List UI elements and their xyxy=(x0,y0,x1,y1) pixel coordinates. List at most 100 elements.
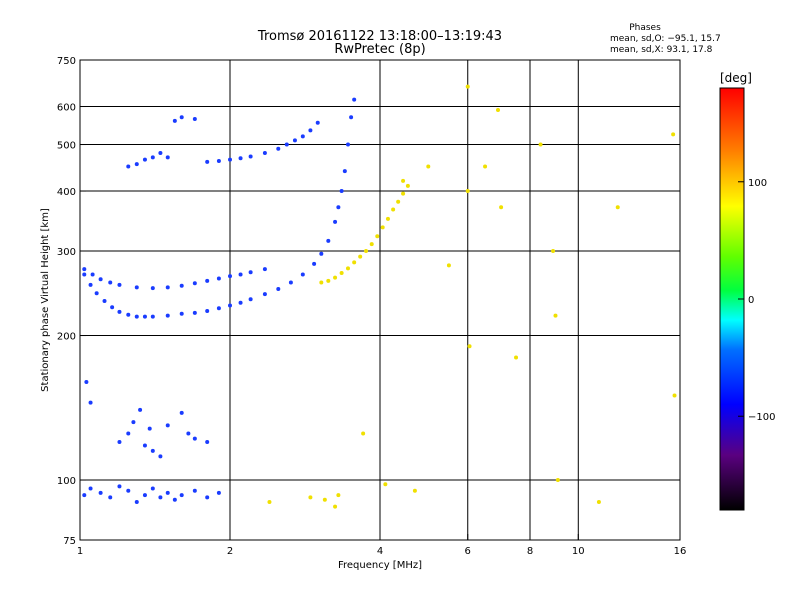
data-point xyxy=(228,274,232,279)
colorbar-tick-label: 100 xyxy=(748,178,767,189)
data-point xyxy=(165,285,170,290)
data-point xyxy=(412,488,417,493)
data-point xyxy=(117,309,122,314)
data-point xyxy=(102,299,107,304)
data-point xyxy=(300,272,305,277)
y-tick-label: 200 xyxy=(57,332,76,343)
data-point xyxy=(380,225,385,230)
data-point xyxy=(426,164,431,169)
phases-x-stats: mean, sd,X: 93.1, 17.8 xyxy=(610,45,713,55)
data-point xyxy=(248,270,253,275)
data-point xyxy=(446,263,451,268)
data-point xyxy=(150,155,155,160)
data-point xyxy=(467,344,472,349)
data-point xyxy=(228,157,232,162)
phases-o-stats: mean, sd,O: −95.1, 15.7 xyxy=(610,34,721,44)
data-point xyxy=(267,499,272,504)
data-point xyxy=(312,261,317,266)
data-point xyxy=(238,272,243,277)
data-point xyxy=(383,482,388,487)
data-point xyxy=(165,490,170,495)
data-point xyxy=(465,189,470,194)
y-tick-label: 100 xyxy=(57,476,76,487)
data-point xyxy=(339,270,344,275)
data-point xyxy=(615,205,620,210)
x-axis-ticks: 1 2 4 6 8 10 16 xyxy=(77,534,686,557)
data-point xyxy=(391,207,396,212)
data-point xyxy=(216,159,221,164)
data-point xyxy=(158,454,163,459)
data-point xyxy=(172,118,177,123)
data-point xyxy=(345,142,350,147)
data-point xyxy=(126,488,131,493)
data-point xyxy=(333,504,338,509)
colorbar-tick-label: 0 xyxy=(748,295,754,306)
data-point xyxy=(396,199,401,204)
data-point xyxy=(405,183,410,188)
data-point xyxy=(205,440,210,445)
data-point xyxy=(88,486,93,491)
data-point xyxy=(483,164,488,169)
data-point xyxy=(292,138,297,143)
data-point xyxy=(192,310,197,315)
data-point xyxy=(671,132,676,137)
data-point xyxy=(179,410,184,415)
data-point xyxy=(333,275,338,280)
data-point xyxy=(228,303,232,308)
x-tick-label: 8 xyxy=(527,546,533,557)
data-point xyxy=(248,297,253,302)
y-tick-label: 300 xyxy=(57,247,76,258)
data-point xyxy=(248,154,253,159)
y-tick-label: 750 xyxy=(57,56,76,67)
data-point xyxy=(364,249,369,254)
data-point xyxy=(538,142,543,147)
data-point xyxy=(300,134,305,139)
data-point xyxy=(126,312,131,317)
data-point xyxy=(117,440,122,445)
chart-title: Tromsø 20161122 13:18:00–13:19:43 xyxy=(257,29,502,44)
data-point xyxy=(134,285,139,290)
data-point xyxy=(319,251,324,256)
data-point xyxy=(134,499,139,504)
y-tick-label: 600 xyxy=(57,103,76,114)
data-point xyxy=(553,313,558,318)
data-point xyxy=(192,281,197,286)
data-points xyxy=(82,84,677,509)
data-point xyxy=(108,495,113,500)
data-point xyxy=(514,355,519,360)
data-point xyxy=(179,311,184,316)
colorbar-tick-label: −100 xyxy=(748,412,775,423)
data-point xyxy=(308,495,313,500)
data-point xyxy=(126,431,131,436)
data-point xyxy=(342,169,347,174)
data-point xyxy=(192,117,197,122)
data-point xyxy=(336,205,341,210)
data-point xyxy=(216,306,221,311)
data-point xyxy=(98,277,103,282)
grid-lines xyxy=(80,60,680,540)
y-tick-label: 500 xyxy=(57,141,76,152)
data-point xyxy=(288,280,293,285)
x-tick-label: 1 xyxy=(77,546,83,557)
data-point xyxy=(134,162,139,167)
data-point xyxy=(88,282,93,287)
y-axis-ticks: 75 100 200 300 400 500 600 750 xyxy=(57,56,86,547)
data-point xyxy=(352,97,357,102)
data-point xyxy=(142,443,147,448)
data-point xyxy=(339,189,344,194)
data-point xyxy=(82,272,87,277)
data-point xyxy=(172,497,177,502)
data-point xyxy=(375,234,380,239)
data-point xyxy=(179,283,184,288)
data-point xyxy=(319,280,324,285)
data-point xyxy=(82,493,87,498)
data-point xyxy=(322,497,327,502)
data-point xyxy=(284,142,289,147)
data-point xyxy=(672,393,677,398)
data-point xyxy=(142,157,147,162)
data-point xyxy=(158,495,163,500)
data-point xyxy=(315,120,320,125)
data-point xyxy=(192,436,197,441)
data-point xyxy=(142,314,147,319)
